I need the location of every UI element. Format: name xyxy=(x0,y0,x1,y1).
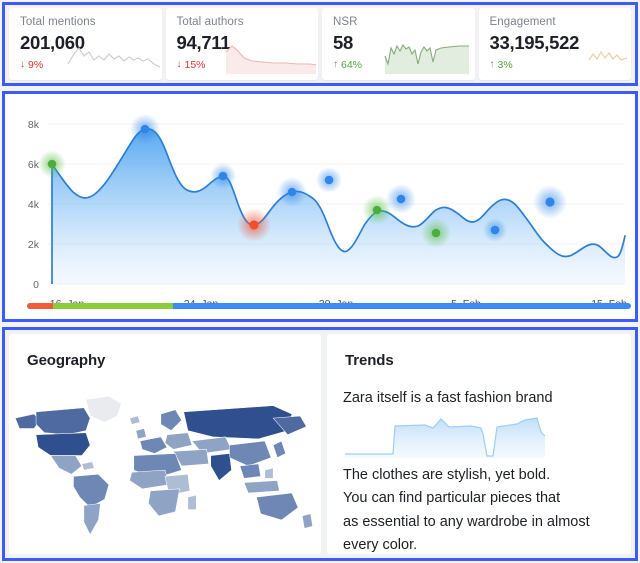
marker-point-blue xyxy=(140,124,150,134)
trends-body-line: every color. xyxy=(343,537,418,554)
y-tick-0: 0 xyxy=(33,279,39,291)
marker-point-blue xyxy=(490,225,500,235)
panel-title-trends: Trends xyxy=(345,352,394,369)
arrow-up-icon: ↑ xyxy=(333,59,338,70)
kpi-card-engagement[interactable]: Engagement 33,195,522 ↑ 3% xyxy=(478,8,632,80)
world-map-svg xyxy=(14,396,313,536)
kpi-value: 33,195,522 xyxy=(489,32,580,53)
y-tick-2k: 2k xyxy=(28,239,40,251)
marker-point-green xyxy=(47,159,57,169)
y-tick-4k: 4k xyxy=(28,199,40,211)
kpi-label: Total mentions xyxy=(20,16,96,28)
bottom-panels: Geography xyxy=(2,327,638,561)
y-tick-6k: 6k xyxy=(28,159,40,171)
arrow-up-icon: ↑ xyxy=(489,59,495,70)
trends-body: The clothes are stylish, yet bold. You c… xyxy=(343,464,623,554)
marker-point-blue xyxy=(396,194,406,204)
arrow-down-icon: ↓ xyxy=(20,59,25,70)
chart-plot-area: 8k 6k 4k 2k 0 xyxy=(5,94,635,319)
marker-point-blue xyxy=(287,187,297,197)
kpi-delta: ↓ 15% xyxy=(177,59,319,71)
chart-markers xyxy=(38,114,567,248)
kpi-value: 94,711 xyxy=(176,32,231,53)
trends-body-line: You can find particular pieces that xyxy=(343,490,561,507)
geography-panel[interactable]: Geography xyxy=(9,334,321,554)
mentions-timeline-chart[interactable]: 8k 6k 4k 2k 0 xyxy=(2,91,638,322)
marker-point-blue xyxy=(324,175,334,185)
kpi-delta-value: 15% xyxy=(184,59,206,71)
kpi-label: NSR xyxy=(333,16,358,28)
kpi-delta-value: 9% xyxy=(28,59,44,71)
kpi-delta-value: 64% xyxy=(341,59,363,71)
kpi-value: 58 xyxy=(333,32,353,53)
world-choropleth-map[interactable] xyxy=(9,386,321,548)
scrollbar-segment-positive[interactable] xyxy=(53,303,173,309)
chart-range-scrollbar[interactable] xyxy=(27,303,631,309)
kpi-delta: ↑ 64% xyxy=(333,59,475,71)
marker-point-blue xyxy=(218,171,228,181)
trends-body-line: as essential to any wardrobe in almost xyxy=(343,513,590,530)
kpi-label: Total authors xyxy=(176,16,244,28)
chart-line xyxy=(51,127,626,259)
panel-title-geography: Geography xyxy=(27,352,106,369)
marker-point-green xyxy=(372,205,382,215)
marker-point-red xyxy=(249,220,259,230)
kpi-value: 201,060 xyxy=(20,32,85,53)
kpi-delta-value: 3% xyxy=(497,59,513,71)
kpi-card-nsr[interactable]: NSR 58 ↑ 64% xyxy=(322,8,475,80)
trends-headline: Zara itself is a fast fashion brand xyxy=(343,390,553,406)
kpi-delta: ↓ 9% xyxy=(20,59,162,71)
kpi-delta: ↑ 3% xyxy=(490,59,632,71)
chart-area-fill xyxy=(52,128,625,284)
chart-canvas: 8k 6k 4k 2k 0 xyxy=(28,114,627,310)
scrollbar-segment-negative[interactable] xyxy=(27,303,53,309)
trends-body-line: The clothes are stylish, yet bold. xyxy=(343,467,551,483)
marker-point-blue xyxy=(545,197,555,207)
trends-panel[interactable]: Trends Zara itself is a fast fashion bra… xyxy=(327,334,631,554)
kpi-label: Engagement xyxy=(489,16,556,28)
trends-sparkline xyxy=(341,412,631,460)
kpi-strip: Total mentions 201,060 ↓ 9% Total author… xyxy=(2,2,638,86)
kpi-card-total-authors[interactable]: Total authors 94,711 ↓ 15% xyxy=(165,8,319,80)
arrow-down-icon: ↓ xyxy=(176,59,182,70)
kpi-card-total-mentions[interactable]: Total mentions 201,060 ↓ 9% xyxy=(9,8,162,80)
y-tick-8k: 8k xyxy=(28,119,40,131)
marker-point-green xyxy=(431,228,441,238)
